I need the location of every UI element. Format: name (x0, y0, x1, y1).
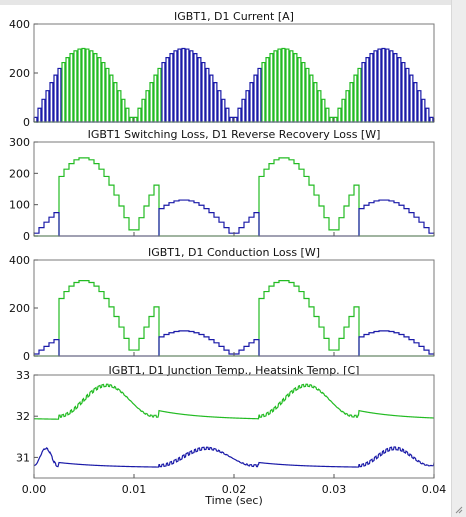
chart-panel-1: IGBT1, D1 Current [A] 0 200 400 (9, 10, 435, 129)
panel-title: IGBT1, D1 Junction Temp., Heatsink Temp.… (109, 364, 360, 377)
panel-title: IGBT1 Switching Loss, D1 Reverse Recover… (88, 128, 381, 141)
series-line-1 (34, 280, 434, 357)
series-line-2 (33, 446, 435, 468)
y-tick-label: 33 (16, 369, 30, 382)
y-tick-label: 32 (16, 410, 30, 423)
x-tick-label: 0.02 (222, 483, 247, 496)
y-tick-label: 0 (23, 350, 30, 363)
plot-frame (33, 259, 435, 357)
y-tick-label: 200 (9, 67, 30, 80)
y-tick-label: 31 (16, 451, 30, 464)
x-tick-label: 0.03 (322, 483, 347, 496)
y-tick-label: 300 (9, 136, 30, 149)
series-line-1 (34, 157, 434, 237)
window-right-border (451, 0, 466, 517)
chart-panel-4: IGBT1, D1 Junction Temp., Heatsink Temp.… (16, 364, 435, 479)
chart-panel-3: IGBT1, D1 Conduction Loss [W] 0 200 400 (9, 246, 435, 363)
x-tick-label: 0.04 (422, 483, 447, 496)
y-tick-label: 200 (9, 302, 30, 315)
panel-title: IGBT1, D1 Conduction Loss [W] (148, 246, 320, 259)
y-tick-label: 100 (9, 199, 30, 212)
x-axis-label: Time (sec) (204, 494, 263, 507)
y-tick-label: 0 (23, 230, 30, 243)
y-tick-label: 200 (9, 167, 30, 180)
y-tick-label: 0 (23, 116, 30, 129)
resize-grip-icon[interactable] (455, 506, 463, 514)
y-tick-label: 400 (9, 254, 30, 267)
x-tick-label: 0.00 (22, 483, 47, 496)
y-tick-label: 400 (9, 18, 30, 31)
series-line-2 (34, 199, 434, 237)
series-line-1 (33, 383, 435, 420)
panel-title: IGBT1, D1 Current [A] (174, 10, 294, 23)
chart-panel-2: IGBT1 Switching Loss, D1 Reverse Recover… (9, 128, 435, 243)
x-tick-label: 0.01 (122, 483, 147, 496)
plot-frame (33, 141, 435, 237)
window-top-border (0, 0, 466, 5)
